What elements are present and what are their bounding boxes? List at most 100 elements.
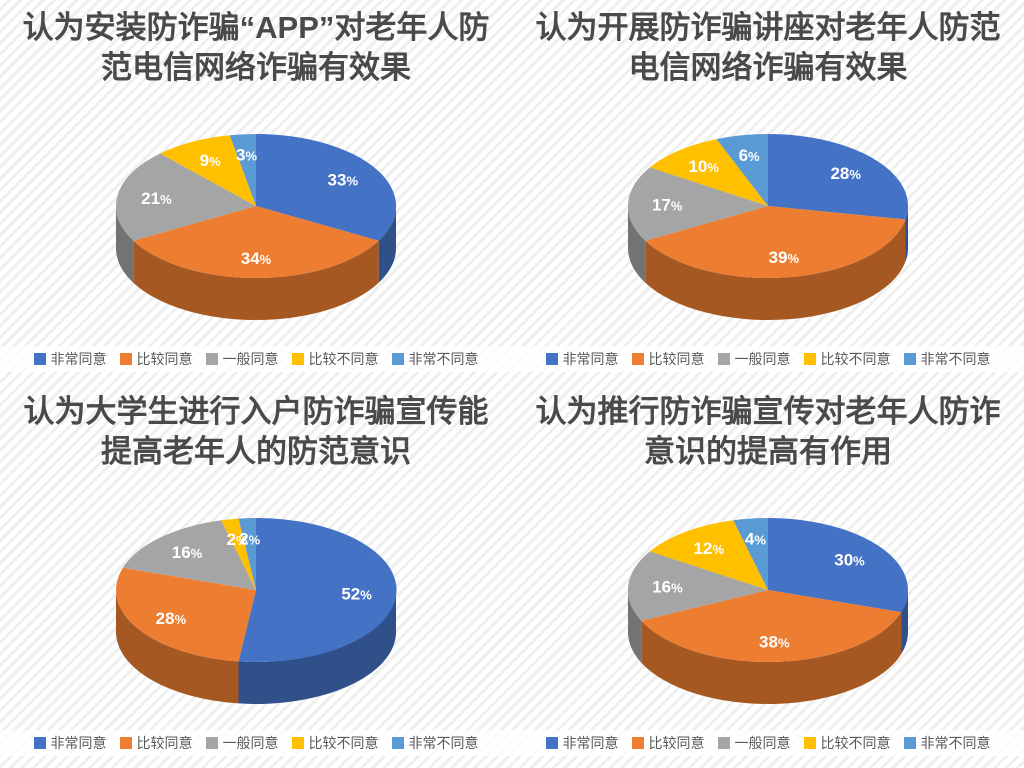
pie-slice-side xyxy=(905,206,908,262)
pie-slice xyxy=(649,139,768,206)
pie-slice xyxy=(238,518,256,590)
chart-app-effectiveness: 认为安装防诈骗“APP”对老年人防 范电信网络诈骗有效果 33% 34% 21% 9%… xyxy=(0,0,512,384)
legend-label: 非常同意 xyxy=(562,351,619,367)
legend-swatch-icon xyxy=(545,353,558,365)
pie-slice-side xyxy=(116,590,239,704)
legend-label: 非常同意 xyxy=(50,735,107,751)
pie-slice-side xyxy=(115,206,134,283)
chart-title-line1: 认为安装防诈骗“APP”对老年人防 xyxy=(22,10,490,45)
legend-swatch-icon xyxy=(33,353,46,365)
pie-chart: 52% 28% 16% 2%2% xyxy=(116,517,397,704)
pie-slice xyxy=(641,590,902,662)
legend-label: 比较同意 xyxy=(136,735,193,751)
legend-label: 非常不同意 xyxy=(408,735,479,751)
pie-slice xyxy=(256,134,397,241)
legend-label: 非常同意 xyxy=(50,351,107,367)
pie-slice xyxy=(645,206,906,279)
slice-data-label: 9% xyxy=(200,151,221,170)
legend-swatch-icon xyxy=(205,353,218,365)
legend-item: 一般同意 xyxy=(717,733,791,753)
legend-item: 比较不同意 xyxy=(291,349,379,369)
chart-title-line2: 提高老年人的防范意识 xyxy=(101,433,411,469)
slice-data-label: 28% xyxy=(830,164,861,183)
chart-title-line2: 范电信网络诈骗有效果 xyxy=(101,49,411,85)
legend-item: 比较同意 xyxy=(119,733,193,753)
legend-swatch-icon xyxy=(33,737,46,749)
slice-data-label: 28% xyxy=(156,609,187,628)
legend-label: 非常同意 xyxy=(562,735,619,751)
legend-swatch-icon xyxy=(545,737,558,749)
slice-data-label: 38% xyxy=(759,633,790,652)
legend-swatch-icon xyxy=(391,737,404,749)
pie-slice xyxy=(122,520,257,590)
legend-item: 非常不同意 xyxy=(903,349,991,369)
slice-data-label: 34% xyxy=(241,249,272,268)
legend-swatch-icon xyxy=(119,353,132,365)
slice-data-label: 16% xyxy=(172,543,203,562)
chart-title-line2: 意识的提高有作用 xyxy=(644,433,892,469)
slice-data-label: 12% xyxy=(694,539,725,558)
legend-label: 比较不同意 xyxy=(820,735,891,751)
pie-slice xyxy=(627,551,768,621)
legend-label: 一般同意 xyxy=(734,735,791,751)
slice-data-label: 3% xyxy=(236,145,257,164)
legend-item: 一般同意 xyxy=(717,349,791,369)
pie-slice xyxy=(229,134,256,206)
slice-data-label: 6% xyxy=(739,146,760,165)
legend-item: 非常不同意 xyxy=(391,733,479,753)
legend-label: 一般同意 xyxy=(734,351,791,367)
legend-item: 比较同意 xyxy=(631,349,705,369)
slice-data-label: 2% xyxy=(227,530,248,549)
legend-swatch-icon xyxy=(119,737,132,749)
legend-swatch-icon xyxy=(291,353,304,365)
legend-label: 非常不同意 xyxy=(408,351,479,367)
legend-item: 非常不同意 xyxy=(903,733,991,753)
chart-title-line1: 认为开展防诈骗讲座对老年人防范 xyxy=(535,10,1001,45)
legend-item: 非常同意 xyxy=(33,349,107,369)
chart-title-line1: 认为推行防诈骗宣传对老年人防诈 xyxy=(535,394,1001,429)
pie-slice-side xyxy=(133,240,379,321)
slice-data-label: 39% xyxy=(769,248,800,267)
legend-label: 比较同意 xyxy=(648,351,705,367)
pie-slice-side xyxy=(645,219,906,321)
legend-swatch-icon xyxy=(803,353,816,365)
legend-item: 比较同意 xyxy=(119,349,193,369)
legend-swatch-icon xyxy=(291,737,304,749)
pie-slice xyxy=(627,167,768,241)
legend-item: 一般同意 xyxy=(205,733,279,753)
slice-data-label: 10% xyxy=(688,157,719,176)
legend-item: 非常同意 xyxy=(33,733,107,753)
legend-swatch-icon xyxy=(717,737,730,749)
chart-title: 认为大学生进行入户防诈骗宣传能 提高老年人的防范意识 xyxy=(8,392,504,471)
chart-door-to-door-publicity: 认为大学生进行入户防诈骗宣传能 提高老年人的防范意识 52% 28% 16% 2% 2%… xyxy=(0,384,512,768)
legend-item: 非常不同意 xyxy=(391,349,479,369)
legend-item: 比较不同意 xyxy=(291,733,379,753)
pie-slice xyxy=(238,517,397,662)
legend-label: 比较不同意 xyxy=(308,735,379,751)
slice-data-label: 33% xyxy=(328,171,359,190)
chart-title: 认为开展防诈骗讲座对老年人防范 电信网络诈骗有效果 xyxy=(520,8,1016,87)
slice-data-label: 30% xyxy=(834,551,865,570)
pie-slice xyxy=(115,153,256,241)
chart-lecture-effectiveness: 认为开展防诈骗讲座对老年人防范 电信网络诈骗有效果 28% 39% 17% 10% 6%… xyxy=(512,0,1024,384)
pie-chart: 33% 34% 21% 9% 3% xyxy=(115,134,397,321)
chart-legend: 非常同意 比较同意 一般同意 比较不同意 非常不同意 xyxy=(0,730,512,756)
chart-title-line1: 认为大学生进行入户防诈骗宣传能 xyxy=(23,394,489,429)
chart-publicity-awareness: 认为推行防诈骗宣传对老年人防诈 意识的提高有作用 30% 38% 16% 12% 4% … xyxy=(512,384,1024,768)
legend-item: 非常同意 xyxy=(545,349,619,369)
legend-swatch-icon xyxy=(903,737,916,749)
pie-slice-side xyxy=(641,612,902,704)
pie-slice xyxy=(133,206,379,279)
chart-title-line2: 电信网络诈骗有效果 xyxy=(628,49,908,85)
pie-slice xyxy=(733,518,768,590)
pie-chart: 28% 39% 17% 10% 6% xyxy=(627,134,908,321)
legend-swatch-icon xyxy=(631,737,644,749)
legend-label: 比较同意 xyxy=(136,351,193,367)
chart-legend: 非常同意 比较同意 一般同意 比较不同意 非常不同意 xyxy=(512,730,1024,756)
chart-legend: 非常同意 比较同意 一般同意 比较不同意 非常不同意 xyxy=(0,346,512,372)
legend-swatch-icon xyxy=(391,353,404,365)
legend-label: 比较同意 xyxy=(648,735,705,751)
chart-title: 认为推行防诈骗宣传对老年人防诈 意识的提高有作用 xyxy=(520,392,1016,471)
pie-slice xyxy=(768,518,908,613)
legend-label: 一般同意 xyxy=(222,351,279,367)
